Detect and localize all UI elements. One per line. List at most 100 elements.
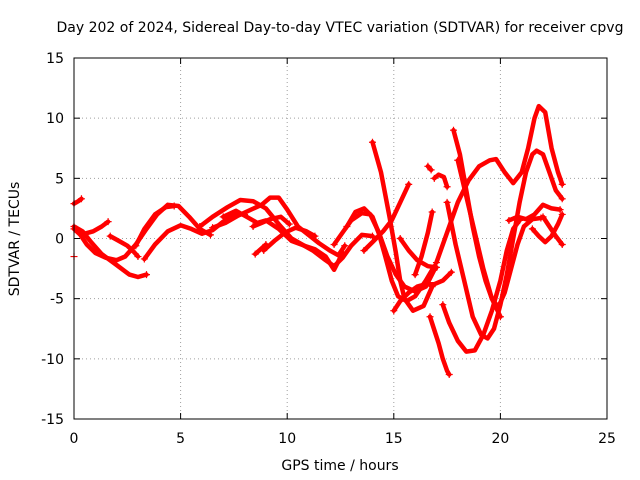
data-point-marker <box>443 183 451 191</box>
series-track-29 <box>528 210 566 245</box>
data-point-marker <box>447 268 455 276</box>
data-point-marker <box>311 232 319 240</box>
y-axis-label: SDTVAR / TECUs <box>7 182 23 297</box>
series-line <box>344 206 437 304</box>
series-line <box>444 148 565 341</box>
data-point-marker <box>430 174 438 182</box>
data-point-marker <box>368 138 376 146</box>
data-point-marker <box>251 250 259 258</box>
series-track-27 <box>454 156 504 321</box>
data-point-marker <box>558 241 566 249</box>
data-point-marker <box>405 180 413 188</box>
data-point-marker <box>558 195 566 203</box>
series-line <box>133 203 177 248</box>
data-point-marker <box>558 210 566 218</box>
series-line <box>427 314 452 377</box>
data-point-marker <box>134 253 142 261</box>
series-track-25 <box>439 216 524 354</box>
y-tick-label: -5 <box>50 292 64 308</box>
series-track-22 <box>430 172 451 191</box>
y-tick-labels: -15 -10 -5 0 5 10 15 <box>41 51 64 428</box>
data-point-marker <box>132 242 140 250</box>
series-line <box>361 182 411 253</box>
series-track-15 <box>360 180 413 255</box>
data-point-marker <box>427 166 435 174</box>
series-line <box>252 242 269 257</box>
series-line <box>391 269 454 313</box>
series-track-24 <box>443 148 566 341</box>
data-point-marker <box>528 225 536 233</box>
data-point-marker <box>262 241 270 249</box>
x-tick-label: 10 <box>278 431 296 447</box>
series-line <box>440 218 522 354</box>
series-track-28 <box>505 202 564 224</box>
y-tick-label: 10 <box>46 111 64 127</box>
data-point-marker <box>106 232 114 240</box>
data-point-marker <box>249 222 257 230</box>
series-track-20 <box>424 162 435 174</box>
series-line <box>370 139 435 313</box>
data-point-marker <box>558 180 566 188</box>
data-point-marker <box>556 206 564 214</box>
series-track-30 <box>539 213 566 249</box>
data-point-marker <box>539 213 547 221</box>
series-line <box>397 236 439 270</box>
data-point-marker <box>209 224 217 232</box>
data-point-marker <box>505 216 513 224</box>
data-point-marker <box>426 313 434 321</box>
data-point-marker <box>368 232 376 240</box>
data-point-marker <box>142 271 150 279</box>
chart-title: Day 202 of 2024, Sidereal Day-to-day VTE… <box>57 20 624 36</box>
series-track-19 <box>411 208 436 279</box>
data-point-marker <box>104 218 112 226</box>
x-tick-label: 20 <box>491 431 509 447</box>
data-point-marker <box>424 162 432 170</box>
x-axis-label: GPS time / hours <box>281 458 398 474</box>
series-line <box>73 219 111 236</box>
data-point-marker <box>428 208 436 216</box>
x-tick-label: 25 <box>598 431 616 447</box>
series-line <box>107 233 141 259</box>
x-tick-label: 5 <box>176 431 185 447</box>
data-point-marker <box>445 370 453 378</box>
series-line <box>455 158 503 319</box>
data-point-marker <box>360 247 368 255</box>
y-tick-label: -10 <box>41 352 64 368</box>
series-line <box>506 202 563 223</box>
data-point-marker <box>285 220 293 228</box>
data-point-marker <box>443 198 451 206</box>
data-point-marker <box>341 242 349 250</box>
series-line <box>250 214 292 229</box>
data-point-marker <box>432 259 440 267</box>
data-point-marker <box>219 213 227 221</box>
data-point-marker <box>339 249 347 257</box>
data-point-marker <box>196 222 204 230</box>
series-line <box>432 172 450 190</box>
data-point-marker <box>454 156 462 164</box>
series-line <box>540 214 565 247</box>
data-point-marker <box>496 313 504 321</box>
x-tick-label: 0 <box>70 431 79 447</box>
series-line <box>530 212 565 245</box>
y-tick-label: 5 <box>55 171 64 187</box>
series-track-32 <box>251 241 270 258</box>
data-point-marker <box>439 301 447 309</box>
data-series <box>70 103 566 378</box>
x-tick-label: 15 <box>385 431 403 447</box>
data-point-marker <box>390 307 398 315</box>
data-point-marker <box>77 195 85 203</box>
series-track-5 <box>106 232 142 261</box>
data-point-marker <box>140 255 148 263</box>
series-track-17 <box>390 268 455 315</box>
series-line <box>412 209 435 277</box>
data-point-marker <box>396 235 404 242</box>
data-point-marker <box>411 271 419 279</box>
data-point-marker <box>343 222 351 230</box>
y-tick-label: -15 <box>41 412 64 428</box>
series-line <box>261 225 318 253</box>
data-point-marker <box>170 202 178 210</box>
series-track-6 <box>132 202 178 250</box>
series-track-21 <box>426 313 453 378</box>
